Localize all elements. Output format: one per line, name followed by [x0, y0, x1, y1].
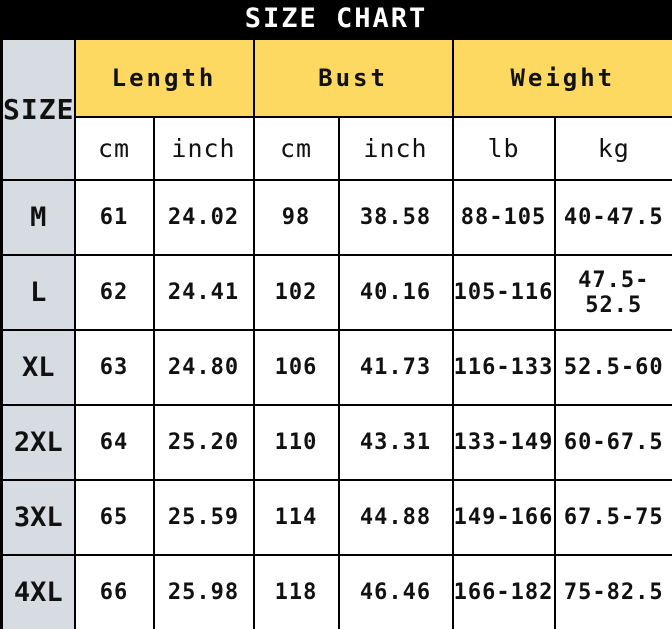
value-cell: 66: [73, 554, 155, 629]
value-cell: 88-105: [451, 179, 556, 256]
value-cell: 166-182: [451, 554, 556, 629]
table-row-xl: XL 63 24.80 106 41.73 116-133 52.5-60: [0, 329, 672, 406]
value-cell: 110: [252, 404, 340, 481]
value-cell: 25.59: [152, 479, 255, 556]
value-cell: 75-82.5: [553, 554, 672, 629]
value-cell: 98: [252, 179, 340, 256]
group-header-row: SIZE Length Bust Weight: [0, 37, 672, 181]
value-cell: 25.98: [152, 554, 255, 629]
value-cell: 25.20: [152, 404, 255, 481]
value-cell: 64: [73, 404, 155, 481]
group-header-bust: Bust: [252, 37, 454, 118]
size-label: 2XL: [0, 404, 76, 481]
size-label: M: [0, 179, 76, 256]
table-row-2xl: 2XL 64 25.20 110 43.31 133-149 60-67.5: [0, 404, 672, 481]
unit-header-length-inch: inch: [152, 116, 255, 181]
value-cell: 114: [252, 479, 340, 556]
unit-header-length-cm: cm: [73, 116, 155, 181]
title-bar: SIZE CHART: [0, 0, 672, 37]
size-column-header: SIZE: [0, 37, 76, 181]
value-cell: 38.58: [337, 179, 454, 256]
size-label: XL: [0, 329, 76, 406]
value-cell: 40-47.5: [553, 179, 672, 256]
value-cell: 44.88: [337, 479, 454, 556]
size-label: 4XL: [0, 554, 76, 629]
value-cell: 102: [252, 254, 340, 331]
table-row-3xl: 3XL 65 25.59 114 44.88 149-166 67.5-75: [0, 479, 672, 556]
value-cell: 60-67.5: [553, 404, 672, 481]
value-cell: 47.5-52.5: [553, 254, 672, 331]
value-cell: 62: [73, 254, 155, 331]
value-cell: 61: [73, 179, 155, 256]
value-cell: 63: [73, 329, 155, 406]
group-header-weight: Weight: [451, 37, 672, 118]
unit-header-bust-inch: inch: [337, 116, 454, 181]
value-cell: 133-149: [451, 404, 556, 481]
unit-header-bust-cm: cm: [252, 116, 340, 181]
table-row-m: M 61 24.02 98 38.58 88-105 40-47.5: [0, 179, 672, 256]
value-cell: 106: [252, 329, 340, 406]
value-cell: 24.02: [152, 179, 255, 256]
value-cell: 40.16: [337, 254, 454, 331]
value-cell: 105-116: [451, 254, 556, 331]
unit-header-row: cm inch cm inch lb kg: [2, 116, 672, 181]
value-cell: 24.80: [152, 329, 255, 406]
size-chart-table: SIZE Length Bust Weight cm inch cm inch …: [0, 37, 672, 629]
page-title: SIZE CHART: [244, 3, 428, 34]
value-cell: 65: [73, 479, 155, 556]
value-cell: 118: [252, 554, 340, 629]
value-cell: 149-166: [451, 479, 556, 556]
value-cell: 46.46: [337, 554, 454, 629]
size-label: L: [0, 254, 76, 331]
value-cell: 43.31: [337, 404, 454, 481]
group-header-length: Length: [73, 37, 255, 118]
value-cell: 67.5-75: [553, 479, 672, 556]
value-cell: 52.5-60: [553, 329, 672, 406]
value-cell: 24.41: [152, 254, 255, 331]
table-row-4xl: 4XL 66 25.98 118 46.46 166-182 75-82.5: [0, 554, 672, 629]
table-row-l: L 62 24.41 102 40.16 105-116 47.5-52.5: [0, 254, 672, 331]
unit-header-weight-kg: kg: [553, 116, 672, 181]
size-label: 3XL: [0, 479, 76, 556]
unit-header-weight-lb: lb: [451, 116, 556, 181]
value-cell: 116-133: [451, 329, 556, 406]
value-cell: 41.73: [337, 329, 454, 406]
